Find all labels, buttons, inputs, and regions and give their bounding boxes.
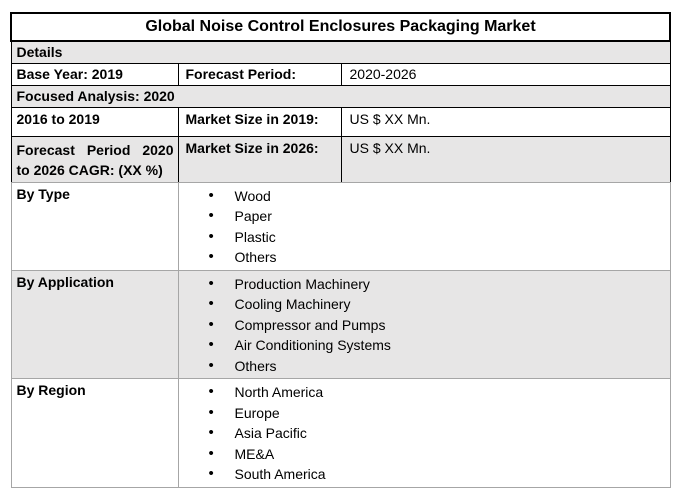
table-row: Details	[10, 40, 671, 64]
table-row: By Type Wood Paper Plastic Others	[10, 181, 671, 271]
market-size-2019-label: Market Size in 2019:	[177, 106, 342, 137]
table-row: Base Year: 2019 Forecast Period: 2020-20…	[10, 62, 671, 86]
table-title: Global Noise Control Enclosures Packagin…	[10, 12, 671, 42]
by-application-list: Production Machinery Cooling Machinery C…	[184, 274, 665, 377]
list-item: Production Machinery	[184, 274, 665, 295]
by-region-list: North America Europe Asia Pacific ME&A S…	[184, 382, 665, 485]
list-item: Wood	[184, 186, 665, 207]
by-region-label: By Region	[10, 378, 179, 488]
table-row: By Application Production Machinery Cool…	[10, 269, 671, 379]
list-item: Plastic	[184, 227, 665, 248]
table-row: Global Noise Control Enclosures Packagin…	[10, 12, 671, 42]
list-item: South America	[184, 464, 665, 485]
by-application-label: By Application	[10, 269, 179, 379]
historical-period-label: 2016 to 2019	[10, 106, 179, 137]
by-type-cell: Wood Paper Plastic Others	[177, 181, 671, 271]
list-item: Cooling Machinery	[184, 294, 665, 315]
by-application-cell: Production Machinery Cooling Machinery C…	[177, 269, 671, 379]
market-size-2026-label: Market Size in 2026:	[177, 135, 342, 183]
list-item: Asia Pacific	[184, 423, 665, 444]
cagr-label: Forecast Period 2020 to 2026 CAGR: (XX %…	[10, 135, 179, 183]
table-row: 2016 to 2019 Market Size in 2019: US $ X…	[10, 106, 671, 137]
table-row: Focused Analysis: 2020	[10, 84, 671, 108]
list-item: Air Conditioning Systems	[184, 335, 665, 356]
focused-analysis-label: Focused Analysis: 2020	[10, 84, 671, 108]
table-row: By Region North America Europe Asia Paci…	[10, 378, 671, 488]
by-type-label: By Type	[10, 181, 179, 271]
by-type-list: Wood Paper Plastic Others	[184, 186, 665, 268]
by-region-cell: North America Europe Asia Pacific ME&A S…	[177, 378, 671, 488]
list-item: ME&A	[184, 444, 665, 465]
market-summary-table: Global Noise Control Enclosures Packagin…	[10, 12, 671, 488]
list-item: Europe	[184, 403, 665, 424]
list-item: North America	[184, 382, 665, 403]
details-header: Details	[10, 40, 671, 64]
forecast-period-label: Forecast Period:	[177, 62, 342, 86]
market-size-2019-value: US $ XX Mn.	[340, 106, 671, 137]
forecast-period-value: 2020-2026	[340, 62, 671, 86]
list-item: Compressor and Pumps	[184, 315, 665, 336]
base-year-label: Base Year: 2019	[10, 62, 179, 86]
list-item: Others	[184, 247, 665, 268]
table-row: Forecast Period 2020 to 2026 CAGR: (XX %…	[10, 135, 671, 183]
list-item: Paper	[184, 206, 665, 227]
market-size-2026-value: US $ XX Mn.	[340, 135, 671, 183]
list-item: Others	[184, 356, 665, 377]
